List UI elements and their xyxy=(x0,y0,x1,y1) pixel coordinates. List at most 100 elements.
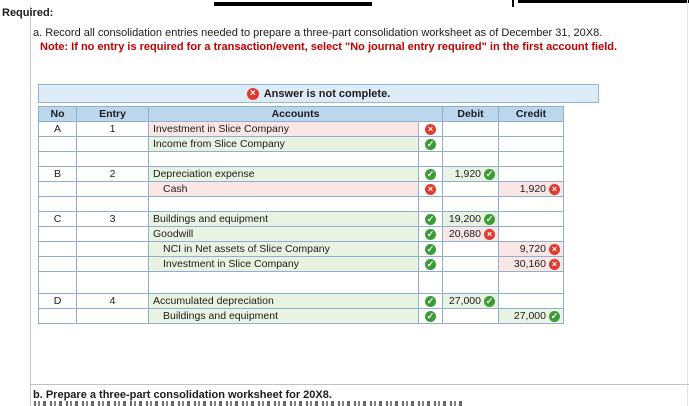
debit-value: 27,000 xyxy=(448,295,481,308)
no-cell xyxy=(38,271,77,294)
account-field[interactable]: Buildings and equipment xyxy=(148,211,419,227)
note-text: Note: If no entry is required for a tran… xyxy=(40,41,618,53)
debit-field[interactable] xyxy=(442,196,499,212)
blank-row xyxy=(38,151,564,167)
debit-field[interactable] xyxy=(442,241,499,257)
debit-field[interactable]: 1,920 ✓ xyxy=(442,166,499,182)
x-circle-icon: × xyxy=(549,183,560,195)
journal-row: Income from Slice Company ✓ xyxy=(38,136,564,152)
debit-field[interactable]: 20,680 × xyxy=(442,226,499,242)
credit-field[interactable]: 9,720 × xyxy=(498,241,564,257)
task-b-prefix: b. xyxy=(33,389,43,401)
entry-number: 3 xyxy=(76,211,149,227)
debit-field[interactable] xyxy=(442,151,499,167)
credit-field[interactable] xyxy=(498,166,564,182)
check-circle-icon: ✓ xyxy=(425,243,436,255)
credit-field[interactable]: 1,920 × xyxy=(498,181,564,197)
row-letter: D xyxy=(38,293,77,309)
row-letter xyxy=(38,256,77,272)
journal-row: Buildings and equipment ✓ 27,000 ✓ xyxy=(38,308,564,324)
account-field[interactable]: Goodwill xyxy=(148,226,419,242)
row-letter: B xyxy=(38,166,77,182)
account-field[interactable]: Cash xyxy=(148,181,419,197)
debit-field[interactable] xyxy=(442,271,499,294)
account-field[interactable]: Buildings and equipment xyxy=(148,308,419,324)
debit-value: 1,920 xyxy=(454,168,481,181)
blank-row xyxy=(38,196,564,212)
window-divider-top-center xyxy=(214,2,372,6)
check-circle-icon: ✓ xyxy=(549,310,560,322)
debit-field[interactable] xyxy=(442,181,499,197)
debit-field[interactable] xyxy=(442,136,499,152)
check-circle-icon: ✓ xyxy=(425,168,436,180)
account-field[interactable] xyxy=(148,151,419,167)
credit-field[interactable]: 30,160 × xyxy=(498,256,564,272)
debit-field[interactable] xyxy=(442,121,499,137)
journal-table-body: A 1 Investment in Slice Company × Income fro… xyxy=(38,121,564,324)
account-field[interactable]: Accumulated depreciation xyxy=(148,293,419,309)
section-divider xyxy=(30,384,689,385)
header-accounts: Accounts xyxy=(148,106,443,122)
task-a-text: Record all consolidation entries needed … xyxy=(45,27,603,39)
credit-value: 30,160 xyxy=(513,258,546,271)
check-circle-icon: ✓ xyxy=(425,213,436,225)
journal-row: A 1 Investment in Slice Company × xyxy=(38,121,564,137)
check-circle-icon: ✓ xyxy=(425,138,436,150)
credit-field[interactable] xyxy=(498,121,564,137)
debit-field[interactable] xyxy=(442,308,499,324)
window-divider-top-right xyxy=(518,0,689,3)
debit-field[interactable] xyxy=(442,256,499,272)
debit-field[interactable]: 19,200 ✓ xyxy=(442,211,499,227)
x-circle-icon: × xyxy=(484,228,495,240)
credit-field[interactable] xyxy=(498,211,564,227)
entry-cell xyxy=(76,151,149,167)
account-field[interactable]: Income from Slice Company xyxy=(148,136,419,152)
entry-cell xyxy=(76,271,149,294)
journal-entries-table: No Entry Accounts Debit Credit A 1 Investm… xyxy=(38,106,564,324)
account-field[interactable] xyxy=(148,271,419,294)
entry-number: 1 xyxy=(76,121,149,137)
journal-row: D 4 Accumulated depreciation ✓ 27,000 ✓ xyxy=(38,293,564,309)
answer-status-text: Answer is not complete. xyxy=(263,87,391,100)
account-field[interactable]: Investment in Slice Company xyxy=(148,121,419,137)
task-b-text: Prepare a three-part consolidation works… xyxy=(45,389,332,401)
credit-field[interactable] xyxy=(498,271,564,294)
row-letter xyxy=(38,226,77,242)
check-circle-icon: ✓ xyxy=(425,295,436,307)
account-field[interactable] xyxy=(148,196,419,212)
credit-field[interactable] xyxy=(498,226,564,242)
check-circle-icon: ✓ xyxy=(484,168,495,180)
panel-left-border xyxy=(30,6,31,406)
credit-value: 27,000 xyxy=(513,310,546,323)
credit-field[interactable]: 27,000 ✓ xyxy=(498,308,564,324)
journal-row: NCI in Net assets of Slice Company ✓ 9,720… xyxy=(38,241,564,257)
account-field[interactable]: Depreciation expense xyxy=(148,166,419,182)
row-letter: C xyxy=(38,211,77,227)
credit-field[interactable] xyxy=(498,136,564,152)
journal-row: Investment in Slice Company ✓ 30,160 × xyxy=(38,256,564,272)
mark-cell: ✓ xyxy=(418,226,443,242)
entry-cell xyxy=(76,196,149,212)
task-b-instruction: b. Prepare a three-part consolidation wo… xyxy=(33,389,332,401)
entry-number: 2 xyxy=(76,166,149,182)
credit-field[interactable] xyxy=(498,293,564,309)
header-debit: Debit xyxy=(442,106,499,122)
mark-cell: ✓ xyxy=(418,241,443,257)
credit-field[interactable] xyxy=(498,196,564,212)
check-circle-icon: ✓ xyxy=(425,258,436,270)
mark-cell xyxy=(418,151,443,167)
task-a-prefix: a. xyxy=(33,27,43,39)
x-circle-icon: × xyxy=(549,258,560,270)
debit-field[interactable]: 27,000 ✓ xyxy=(442,293,499,309)
credit-field[interactable] xyxy=(498,151,564,167)
account-field[interactable]: Investment in Slice Company xyxy=(148,256,419,272)
mark-cell: ✓ xyxy=(418,166,443,182)
mark-cell: ✓ xyxy=(418,293,443,309)
mark-cell: × xyxy=(418,121,443,137)
account-field[interactable]: NCI in Net assets of Slice Company xyxy=(148,241,419,257)
header-entry: Entry xyxy=(76,106,149,122)
mark-cell xyxy=(418,271,443,294)
entry-number xyxy=(76,241,149,257)
x-circle-icon: × xyxy=(425,123,436,135)
credit-value: 1,920 xyxy=(519,183,546,196)
